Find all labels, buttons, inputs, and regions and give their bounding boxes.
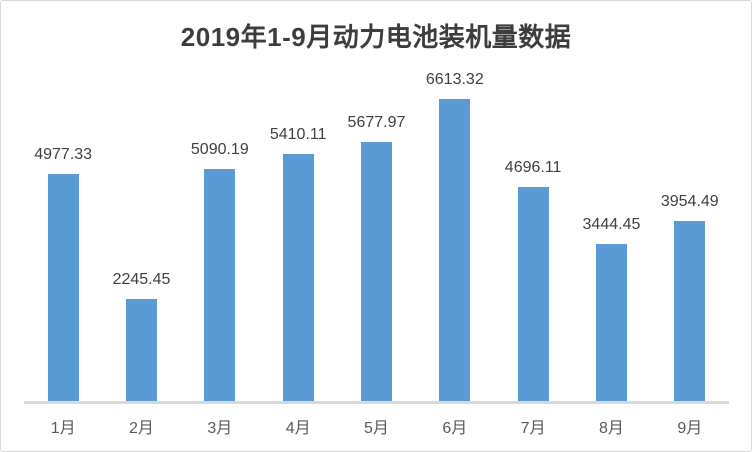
bar-value-label: 5410.11 <box>269 126 327 143</box>
bar-value-label: 6613.32 <box>425 71 484 88</box>
x-axis-label: 1月 <box>50 420 76 437</box>
bar-column: 4696.11 <box>494 61 572 402</box>
bar <box>204 169 236 402</box>
bar-column: 3444.45 <box>572 61 650 402</box>
bar-value-label: 5677.97 <box>347 114 406 131</box>
x-axis-labels: 1月 2月 3月 4月 5月 6月 7月 8月 9月 <box>24 404 729 438</box>
bar-column: 5090.19 <box>181 61 259 402</box>
bar-column: 5410.11 <box>259 61 337 402</box>
x-axis-label: 3月 <box>207 420 233 437</box>
bar <box>125 299 157 402</box>
bar-value-label: 4696.11 <box>504 159 562 176</box>
bar <box>439 99 471 402</box>
x-axis-label: 6月 <box>442 420 468 437</box>
bar-value-label: 4977.33 <box>34 146 93 163</box>
x-axis-label: 2月 <box>129 420 154 437</box>
bar <box>47 174 79 402</box>
x-axis-line <box>24 401 729 404</box>
plot-area: 4977.33 2245.45 5090.19 5410.11 5677.97 6613.… <box>24 61 729 402</box>
bar-value-label: 3444.45 <box>582 216 641 233</box>
bar <box>517 187 549 402</box>
bar <box>360 142 392 402</box>
bar-column: 2245.45 <box>102 61 180 402</box>
bar-column: 3954.49 <box>651 61 729 402</box>
bar-column: 6613.32 <box>416 61 494 402</box>
bar-value-label: 5090.19 <box>190 141 249 158</box>
chart-title: 2019年1-9月动力电池装机量数据 <box>180 22 572 52</box>
bar <box>282 154 314 402</box>
x-axis-label: 7月 <box>520 420 546 437</box>
bar <box>595 244 627 402</box>
bar-column: 4977.33 <box>24 61 102 402</box>
x-axis-label: 5月 <box>364 420 389 437</box>
bar-value-label: 3954.49 <box>660 193 719 210</box>
bar-value-label: 2245.45 <box>112 271 171 288</box>
x-axis-label: 9月 <box>677 420 703 437</box>
x-axis-label: 4月 <box>285 420 311 437</box>
bar-column: 5677.97 <box>337 61 415 402</box>
x-axis-label: 8月 <box>599 420 624 437</box>
bar <box>674 221 706 402</box>
